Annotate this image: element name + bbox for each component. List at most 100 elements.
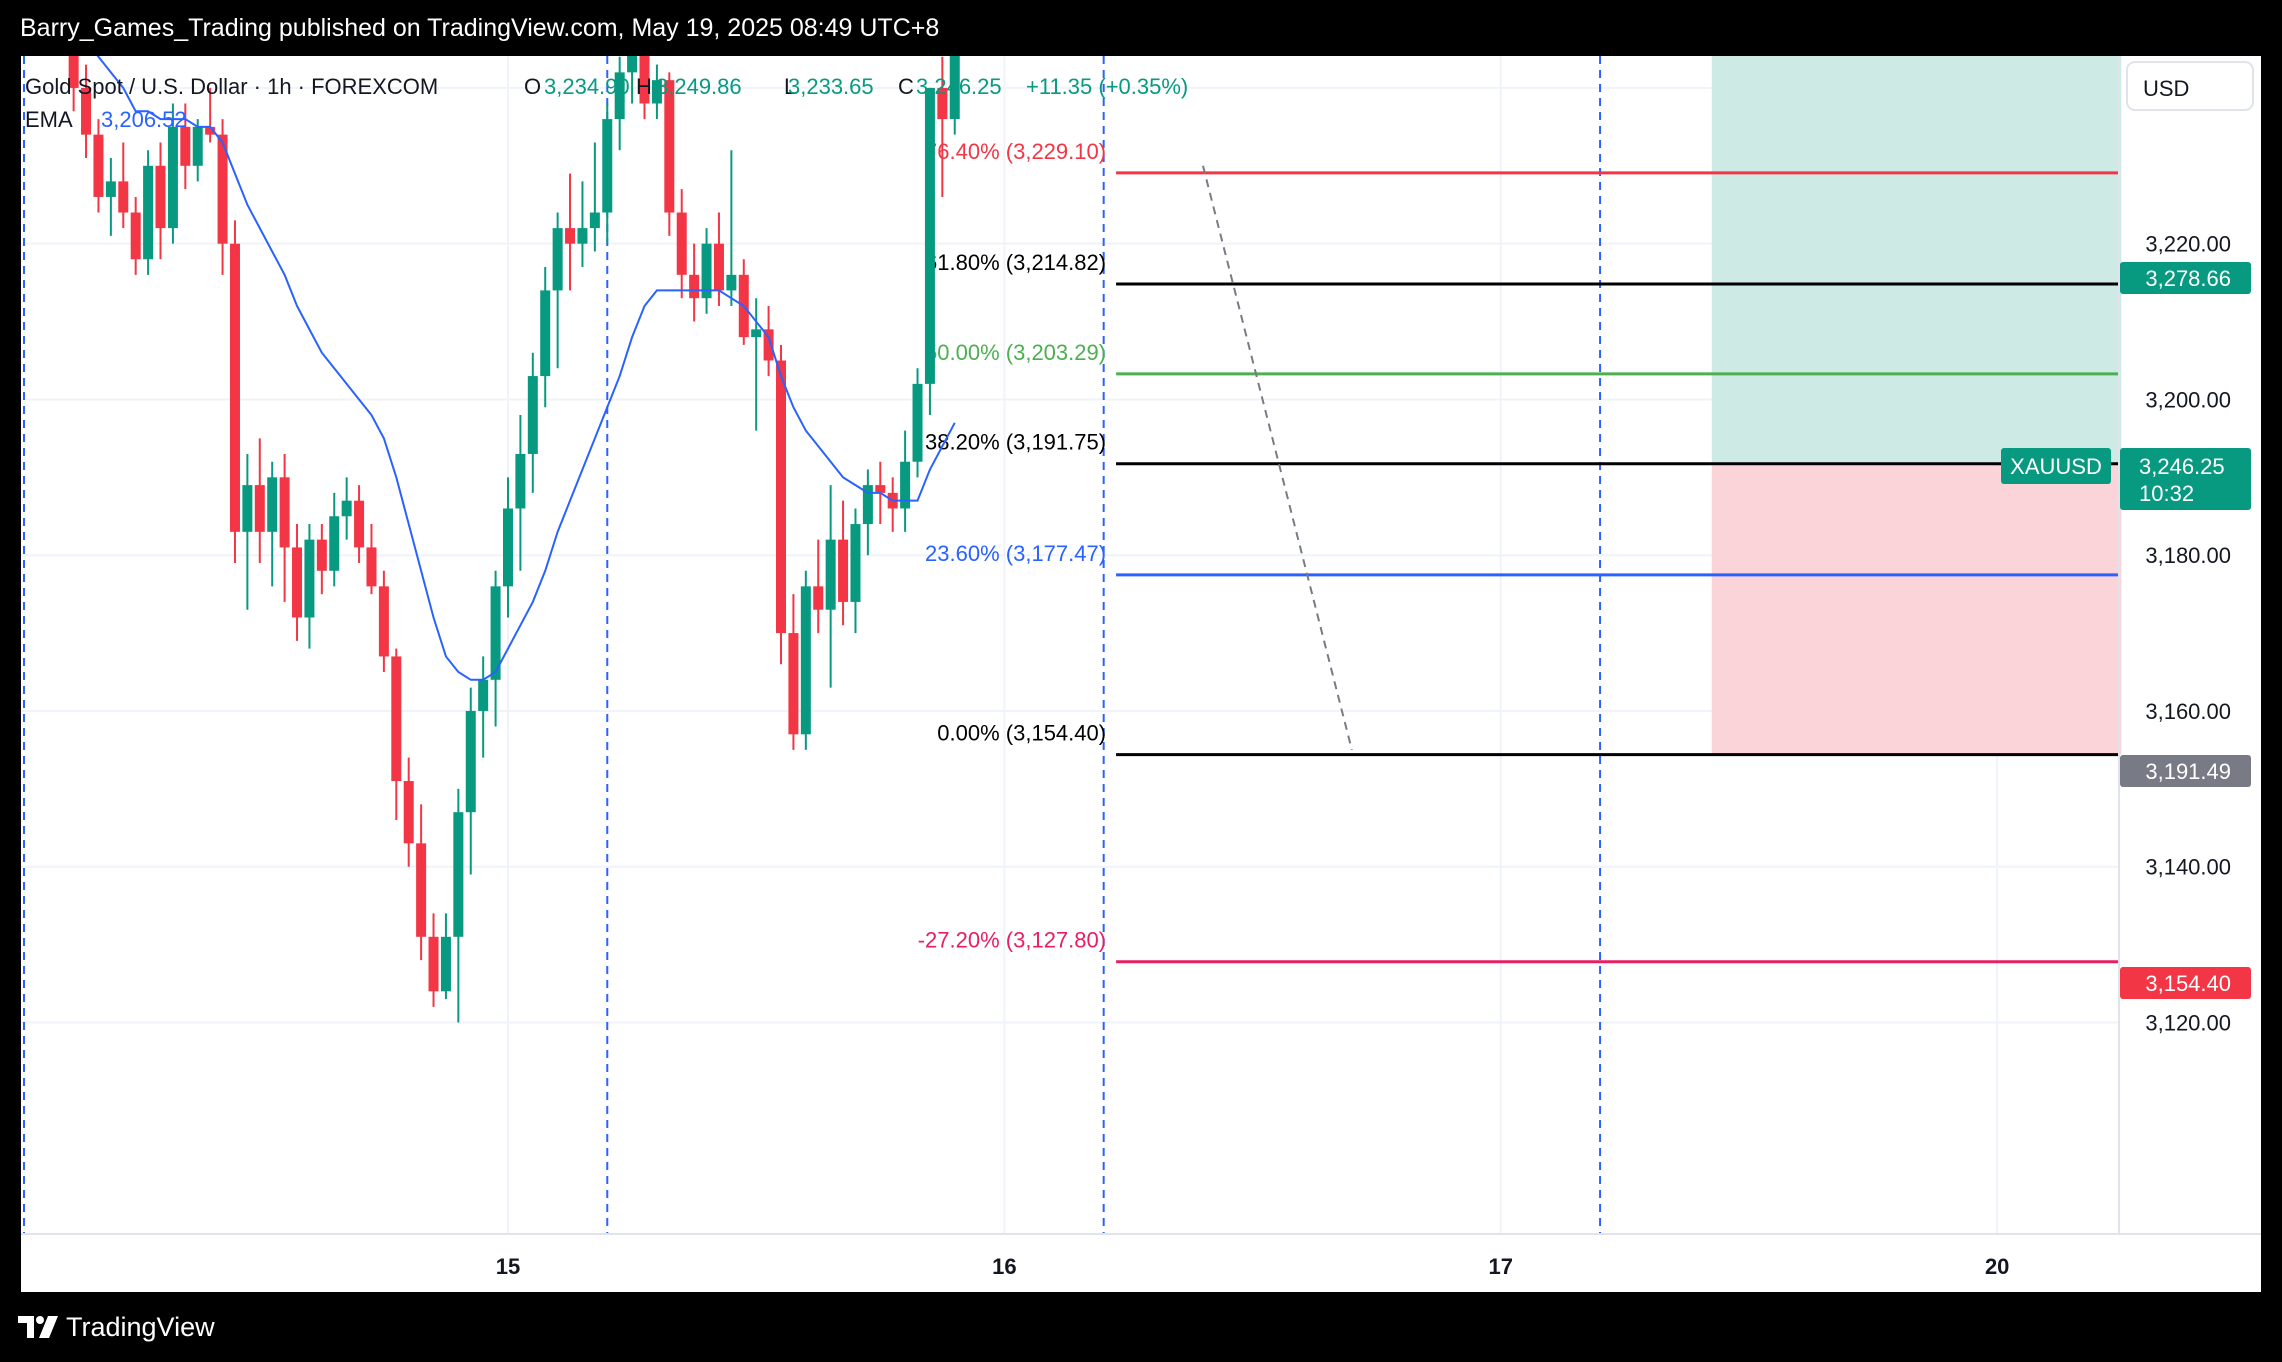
tradingview-brand: TradingView bbox=[66, 1312, 215, 1342]
currency-button bbox=[2126, 61, 2254, 111]
candlestick-chart[interactable]: 161.80% (3,312.60)127.20% (3,278.77)100.… bbox=[19, 0, 2261, 1292]
candle-body bbox=[751, 329, 762, 338]
candle-body bbox=[515, 453, 526, 509]
candle-body bbox=[788, 633, 799, 735]
candle-body bbox=[118, 181, 129, 213]
candle-body bbox=[924, 87, 935, 384]
price-scale-labels[interactable]: USD 3,278.66 XAUUSD 3,246.25 10:32 3,191… bbox=[2001, 61, 2254, 999]
candle-body bbox=[180, 126, 191, 166]
entry-tag bbox=[2120, 755, 2251, 787]
candle-body bbox=[627, 0, 638, 73]
candle-body bbox=[664, 80, 675, 213]
footer: TradingView bbox=[0, 1292, 2282, 1362]
candle-body bbox=[217, 134, 228, 244]
candle-body bbox=[304, 539, 315, 618]
candle-body bbox=[552, 228, 563, 291]
candle-body bbox=[937, 87, 948, 120]
candle-body bbox=[354, 500, 365, 548]
candle-body bbox=[838, 539, 849, 602]
candle-body bbox=[614, 72, 625, 120]
legend-low-label: L bbox=[784, 74, 796, 99]
candles bbox=[19, 0, 960, 1023]
symbol-tag-text: XAUUSD bbox=[2010, 454, 2102, 479]
candle-body bbox=[651, 80, 662, 104]
candle-body bbox=[825, 539, 836, 610]
trend-line[interactable] bbox=[1201, 165, 1353, 751]
legend-open-value: 3,234.90 bbox=[544, 74, 630, 99]
candle-body bbox=[713, 243, 724, 291]
candle-body bbox=[453, 812, 464, 937]
x-tick-label: 15 bbox=[496, 1254, 520, 1279]
candle-body bbox=[763, 329, 774, 361]
fibonacci-tool[interactable]: 161.80% (3,312.60)127.20% (3,278.77)100.… bbox=[913, 56, 2119, 964]
publisher-text: Barry_Games_Trading published on Trading… bbox=[20, 14, 940, 42]
candle-body bbox=[167, 126, 178, 229]
countdown-text: 10:32 bbox=[2139, 481, 2194, 506]
stop-loss-tag bbox=[2120, 967, 2251, 999]
candle-body bbox=[329, 516, 340, 571]
y-tick-label: 3,220.00 bbox=[2145, 232, 2231, 257]
y-tick-label: 3,140.00 bbox=[2145, 855, 2231, 880]
publisher-header: Barry_Games_Trading published on Trading… bbox=[0, 0, 2282, 56]
fib-level-label: 0.00% (3,154.40) bbox=[937, 721, 1106, 746]
candle-body bbox=[862, 485, 873, 525]
long-position-tool[interactable] bbox=[1711, 0, 2122, 755]
candle-body bbox=[676, 212, 687, 275]
take-profit-tag-text: 3,278.66 bbox=[2145, 266, 2231, 291]
legend-symbol: Gold Spot / U.S. Dollar · 1h · FOREXCOM bbox=[25, 74, 438, 99]
candle-body bbox=[589, 212, 600, 229]
trend-line-segment bbox=[1201, 165, 1353, 751]
candle-body bbox=[949, 41, 960, 120]
candle-body bbox=[155, 165, 166, 229]
loss-zone bbox=[1711, 465, 2122, 755]
candle-body bbox=[602, 119, 613, 213]
y-tick-label: 3,180.00 bbox=[2145, 543, 2231, 568]
candle-body bbox=[465, 710, 476, 813]
candle-body bbox=[105, 181, 116, 197]
stop-loss-tag-text: 3,154.40 bbox=[2145, 971, 2231, 996]
legend-close-label: C bbox=[898, 74, 914, 99]
candle-body bbox=[279, 477, 290, 548]
ema-line bbox=[24, 16, 956, 681]
candle-body bbox=[527, 376, 538, 454]
candle-body bbox=[912, 383, 923, 462]
candle-body bbox=[229, 243, 240, 532]
current-price-text: 3,246.25 bbox=[2139, 454, 2225, 479]
fib-level-label: 23.60% (3,177.47) bbox=[925, 541, 1106, 566]
candle-body bbox=[478, 679, 489, 711]
candle-body bbox=[776, 360, 787, 634]
legend-close-value: 3,246.25 bbox=[916, 74, 1002, 99]
candle-body bbox=[813, 586, 824, 610]
candle-body bbox=[292, 547, 303, 618]
symbol-tag bbox=[2001, 448, 2111, 484]
candle-body bbox=[440, 936, 451, 992]
candle-body bbox=[701, 243, 712, 299]
profit-zone bbox=[1711, 0, 2122, 466]
candle-body bbox=[689, 274, 700, 299]
fib-level-label: 61.80% (3,214.82) bbox=[925, 250, 1106, 275]
candle-body bbox=[490, 586, 501, 680]
candle-body bbox=[416, 843, 427, 937]
candle-body bbox=[267, 477, 278, 532]
legend-change: +11.35 (+0.35%) bbox=[1026, 74, 1188, 99]
candle-body bbox=[192, 126, 203, 166]
candle-body bbox=[254, 485, 265, 532]
y-tick-label: 3,120.00 bbox=[2145, 1010, 2231, 1035]
fib-level-label: 50.00% (3,203.29) bbox=[925, 340, 1106, 365]
legend-low-value: 3,233.65 bbox=[788, 74, 874, 99]
currency-label: USD bbox=[2143, 76, 2189, 101]
tradingview-logo-icon bbox=[18, 1316, 58, 1338]
candle-body bbox=[93, 134, 104, 197]
legend-high-label: H bbox=[636, 74, 652, 99]
fib-level-label: 38.20% (3,191.75) bbox=[925, 430, 1106, 455]
candle-body bbox=[143, 165, 154, 260]
legend-high-value: 3,249.86 bbox=[656, 74, 742, 99]
candle-body bbox=[565, 228, 576, 244]
candle-body bbox=[502, 508, 513, 587]
entry-tag-text: 3,191.49 bbox=[2145, 759, 2231, 784]
candle-body bbox=[800, 586, 811, 735]
candle-body bbox=[68, 33, 79, 88]
ema-value: 3,206.52 bbox=[101, 107, 187, 132]
chart-panel[interactable]: 161.80% (3,312.60)127.20% (3,278.77)100.… bbox=[19, 0, 2261, 1292]
candle-body bbox=[900, 461, 911, 509]
